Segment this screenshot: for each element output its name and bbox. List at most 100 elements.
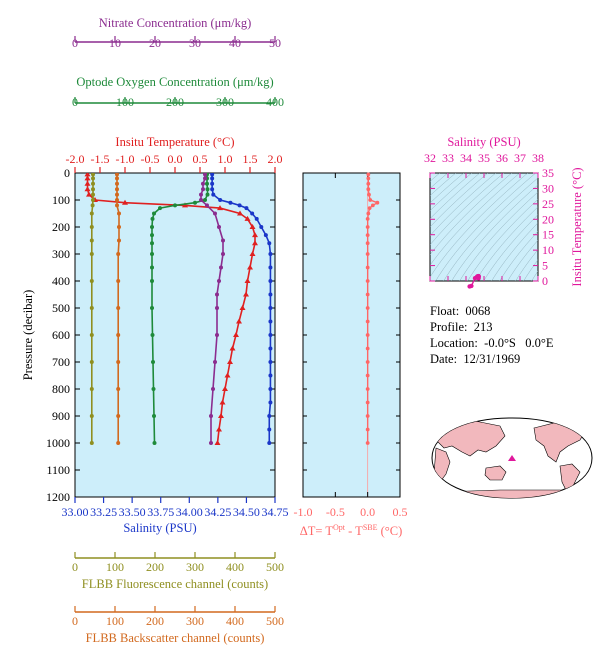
oxygen-point: [150, 241, 154, 246]
temperature-tick-label: 0.0: [168, 152, 183, 166]
land-south-america: [559, 463, 581, 495]
temperature-point: [252, 240, 258, 246]
salinity-tick-label: 33.75: [147, 505, 174, 519]
oxygen-point: [150, 306, 154, 310]
delta-t-point: [365, 319, 370, 324]
ts-salinity-tick-label: 34: [460, 151, 472, 165]
ts-salinity-tick-label: 37: [514, 151, 526, 165]
delta-t-point: [365, 373, 370, 378]
salinity-point: [267, 441, 272, 445]
fluorescence-point: [91, 181, 95, 186]
temperature-point: [236, 318, 242, 324]
temperature-point: [84, 186, 91, 192]
salinity-point: [254, 216, 259, 221]
salinity-point: [210, 181, 215, 186]
delta-t-point: [365, 225, 370, 229]
temperature-point: [84, 180, 91, 186]
land-antarctica: [439, 489, 591, 498]
density-contour: [435, 173, 537, 281]
temperature-point: [222, 386, 228, 391]
date: Date: 12/31/1969: [430, 352, 521, 366]
temperature-point: [214, 440, 221, 445]
backscatter-point: [116, 441, 121, 445]
delta-tick-label: -0.5: [326, 505, 345, 519]
temperature-point: [249, 251, 256, 256]
density-contour: [459, 191, 538, 281]
pressure-tick-label: 700: [52, 355, 70, 369]
oxygen-point: [150, 252, 154, 256]
delta-t-point: [366, 181, 371, 186]
nitrate-point: [205, 203, 209, 208]
backscatter-point: [115, 187, 119, 192]
oxygen-point: [150, 333, 155, 337]
salinity-point: [268, 279, 273, 283]
fluorescence-point: [91, 176, 95, 181]
nitrate-point: [215, 292, 219, 297]
density-contour: [467, 199, 538, 281]
delta-t-point: [367, 192, 371, 197]
salinity-point: [268, 319, 273, 324]
nitrate-tick-label: 40: [229, 36, 241, 50]
pressure-tick-label: 200: [52, 220, 70, 234]
delta-t-point: [365, 233, 370, 238]
temperature-point: [247, 264, 253, 270]
backscatter-point: [117, 225, 121, 229]
backscatter-point: [115, 181, 119, 186]
nitrate-point: [209, 414, 213, 418]
float-location-marker: [508, 455, 516, 461]
temperature-point: [227, 359, 233, 364]
backscatter-point: [116, 306, 121, 310]
delta-tick-label: 0.0: [360, 505, 375, 519]
salinity-tick-label: 34.25: [204, 505, 231, 519]
density-contour: [515, 249, 538, 281]
ts-temperature-title: Insitu Temperature (°C): [570, 167, 584, 286]
fluorescence-point: [91, 187, 95, 192]
oxygen-tick-label: 400: [266, 95, 284, 109]
temperature-point: [217, 205, 223, 211]
temperature-tick-label: 1.0: [218, 152, 233, 166]
nitrate-point: [211, 387, 215, 391]
ts-diagram-area: [429, 172, 539, 282]
delta-t-point: [365, 333, 370, 337]
density-contour: [443, 177, 538, 281]
oxygen-point: [150, 216, 155, 221]
backscatter-point: [117, 238, 121, 243]
temperature-point: [182, 202, 188, 208]
oxygen-point: [152, 414, 156, 418]
delta-t-point: [365, 252, 370, 256]
backscatter-point: [115, 203, 119, 208]
temperature-point: [233, 332, 239, 337]
oxygen-tick-label: 300: [216, 95, 234, 109]
density-contour: [451, 184, 538, 281]
salinity-point: [268, 387, 273, 391]
delta-t-point: [366, 187, 371, 192]
density-contour: [491, 222, 538, 281]
delta-t-point: [370, 203, 375, 208]
pressure-tick-label: 1100: [46, 463, 70, 477]
delta-t-point: [365, 387, 370, 391]
nitrate-point: [209, 441, 213, 445]
delta-t-point: [365, 292, 370, 297]
temperature-point: [239, 305, 246, 310]
temperature-point: [218, 413, 224, 418]
oxygen-tick-label: 200: [166, 95, 184, 109]
salinity-point: [268, 400, 273, 405]
temperature-tick-label: -1.0: [116, 152, 135, 166]
land-australia: [484, 465, 507, 481]
salinity-point: [211, 192, 216, 197]
fluorescence-point: [89, 306, 94, 310]
ts-salinity-tick-label: 32: [424, 151, 436, 165]
backscatter-tick-label: 0: [72, 614, 78, 628]
ts-temp-tick-label: 35: [542, 166, 554, 180]
nitrate-point: [221, 238, 225, 243]
fluorescence-tick-label: 0: [72, 560, 78, 574]
nitrate-point: [199, 192, 203, 197]
delta-t-point: [365, 400, 370, 405]
salinity-point: [268, 360, 273, 364]
pressure-tick-label: 1200: [46, 490, 70, 504]
salinity-point: [268, 333, 273, 337]
ts-temp-tick-label: 10: [542, 243, 554, 257]
oxygen-tick-label: 0: [72, 95, 78, 109]
salinity-tick-label: 33.00: [62, 505, 89, 519]
main-plot-area: [74, 172, 276, 498]
